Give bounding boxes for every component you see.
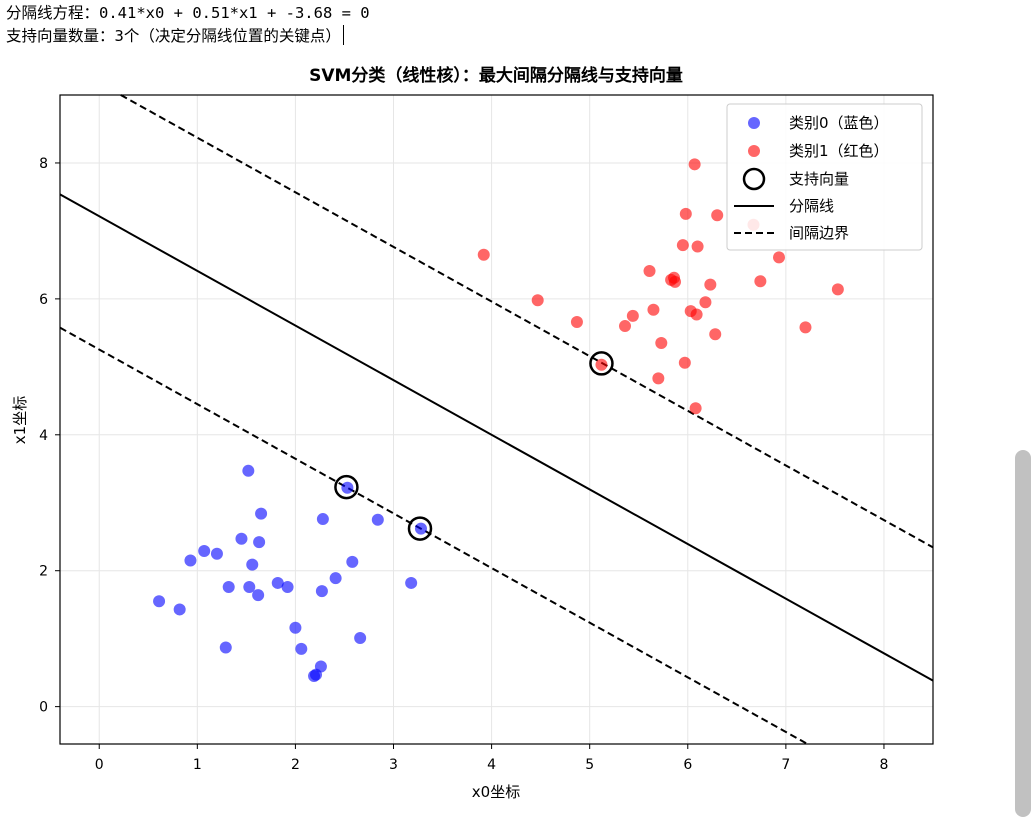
scatter-point-class0 (255, 507, 268, 520)
scatter-point-class1 (711, 209, 724, 222)
y-axis-label: x1坐标 (11, 396, 29, 444)
scatter-point-class0 (271, 576, 284, 589)
scatter-point-class1 (678, 356, 691, 369)
scatter-point-class1 (772, 251, 785, 264)
x-tick-label: 6 (683, 757, 692, 773)
scatter-point-class0 (235, 532, 248, 545)
scatter-point-class1 (754, 275, 767, 288)
y-tick-label: 6 (39, 292, 48, 308)
scrollbar[interactable] (1014, 0, 1032, 817)
support-vector-marker (334, 474, 359, 500)
chart-title: SVM分类（线性核）：最大间隔分隔线与支持向量 (309, 65, 683, 86)
scatter-point-class1 (709, 328, 722, 341)
y-tick-label: 0 (39, 700, 48, 716)
scatter-point-class0 (281, 581, 294, 594)
scatter-point-class0 (314, 660, 327, 673)
scatter-point-class1 (831, 283, 844, 296)
console-output: 分隔线方程：0.41*x0 + 0.51*x1 + -3.68 = 0 支持向量数… (6, 2, 370, 48)
scatter-point-class0 (173, 603, 186, 616)
scatter-point-class1 (799, 321, 812, 334)
scatter-point-class0 (414, 522, 427, 535)
scatter-point-class1 (676, 239, 689, 252)
legend: 类别0（蓝色） 类别1（红色） 支持向量 分隔线 间隔边界 (726, 103, 923, 251)
scatter-point-class0 (329, 572, 342, 585)
y-tick-label: 8 (39, 156, 48, 172)
x-tick-label: 8 (879, 757, 888, 773)
legend-label-class1: 类别1（红色） (789, 142, 889, 160)
scatter-point-class1 (626, 309, 639, 322)
legend-label-class0: 类别0（蓝色） (789, 114, 889, 132)
legend-marker-support-vectors (742, 167, 766, 191)
scatter-point-class1 (655, 337, 668, 350)
scatter-point-class1 (704, 278, 717, 291)
scatter-point-class0 (184, 554, 197, 567)
scatter-point-class0 (242, 464, 255, 477)
scatter-point-class1 (647, 303, 660, 316)
scatter-point-class0 (354, 631, 367, 644)
legend-marker-class1 (748, 145, 760, 157)
support-vector-marker (589, 351, 614, 376)
scatter-point-class0 (246, 558, 259, 571)
scatter-point-class0 (253, 536, 266, 549)
scatter-point-class1 (652, 372, 665, 385)
scatter-point-class1 (690, 308, 703, 321)
plot-area (59, 94, 934, 745)
scatter-point-class0 (371, 513, 384, 526)
scatter-point-class0 (346, 555, 359, 568)
scatter-point-class0 (315, 585, 328, 598)
scatter-point-class0 (198, 544, 211, 557)
scatter-point-class1 (699, 296, 712, 309)
equation-text: 分隔线方程：0.41*x0 + 0.51*x1 + -3.68 = 0 (6, 4, 370, 22)
scatter-point-class1 (531, 294, 544, 307)
y-tick-label: 4 (39, 428, 48, 444)
scatter-point-class0 (222, 581, 235, 594)
legend-label-hyperplane: 分隔线 (789, 197, 834, 215)
scatter-point-class0 (316, 513, 329, 526)
scatter-point-class0 (219, 641, 232, 654)
margin-line-lower (59, 326, 809, 745)
legend-label-margin: 间隔边界 (789, 224, 849, 242)
scatter-point-class1 (688, 158, 701, 171)
scatter-point-class1 (595, 358, 608, 371)
x-axis-label: x0坐标 (472, 783, 520, 801)
scrollbar-thumb[interactable] (1015, 450, 1031, 817)
scatter-point-class1 (691, 240, 704, 253)
scatter-point-class0 (243, 581, 256, 594)
support-vector-marker (407, 516, 433, 541)
scatter-point-class0 (341, 481, 354, 494)
scatter-point-class1 (643, 265, 656, 278)
scatter-point-class1 (570, 315, 583, 328)
scatter-point-class1 (618, 320, 631, 333)
x-tick-label: 0 (95, 757, 104, 773)
y-tick-label: 2 (39, 564, 48, 580)
scatter-point-class1 (689, 402, 702, 415)
scatter-point-class0 (153, 595, 166, 608)
x-tick-label: 7 (781, 757, 790, 773)
x-tick-label: 5 (585, 757, 594, 773)
legend-box (726, 103, 923, 251)
x-tick-label: 3 (389, 757, 398, 773)
scatter-point-class1 (669, 275, 682, 288)
axis-ticks: 0 1 2 3 4 5 6 7 8 0 2 4 6 8 (39, 156, 888, 773)
legend-label-support-vectors: 支持向量 (789, 170, 849, 188)
x-tick-label: 4 (487, 757, 496, 773)
scatter-point-class0 (289, 621, 302, 634)
x-tick-label: 2 (291, 757, 300, 773)
scatter-point-class0 (405, 576, 418, 589)
scatter-point-class0 (210, 547, 223, 560)
support-count-text: 支持向量数量：3个（决定分隔线位置的关键点） (6, 27, 341, 45)
scatter-point-class1 (477, 248, 490, 261)
scatter-point-class0 (295, 642, 308, 655)
x-tick-label: 1 (193, 757, 202, 773)
legend-marker-class0 (748, 117, 760, 129)
scatter-point-class0 (252, 589, 265, 602)
text-cursor (342, 25, 345, 45)
margin-line-upper (120, 94, 934, 549)
support-count-line: 支持向量数量：3个（决定分隔线位置的关键点） (6, 25, 370, 48)
scatter-point-class1 (679, 207, 692, 220)
axes-frame (59, 94, 934, 745)
decision-boundary (59, 193, 934, 682)
